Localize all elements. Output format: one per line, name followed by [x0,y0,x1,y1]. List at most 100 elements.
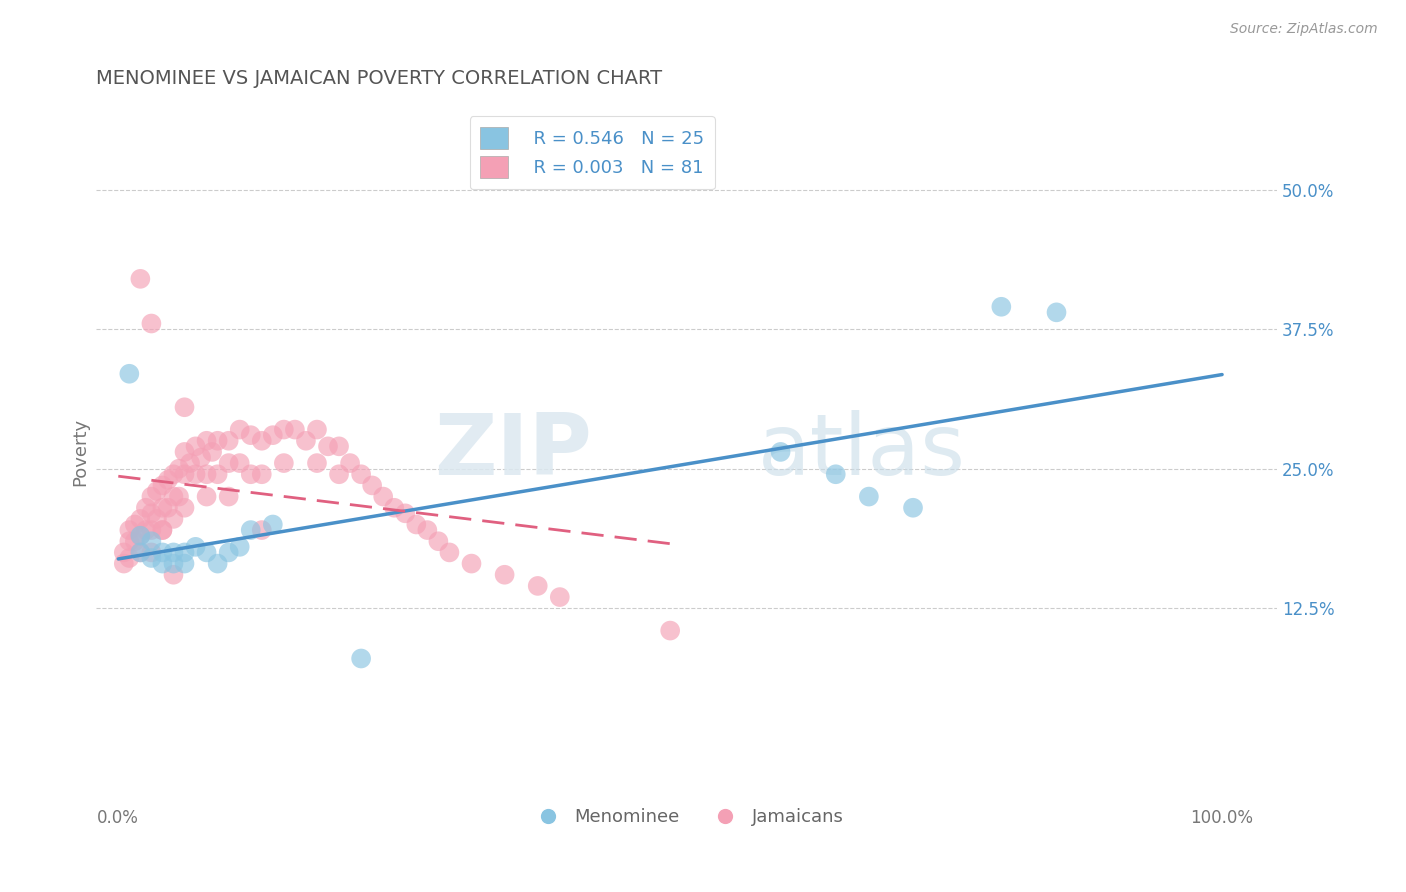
Point [124,517,146,532]
Text: atlas: atlas [758,410,966,493]
Point [129,545,152,559]
Point [173,467,195,482]
Point [124,534,146,549]
Point [195,545,218,559]
Point [141,534,163,549]
Point [858,490,880,504]
Point [228,456,250,470]
Point [167,490,190,504]
Point [179,456,201,470]
Point [162,545,184,559]
Point [207,434,229,448]
Point [195,467,218,482]
Point [659,624,682,638]
Point [239,428,262,442]
Point [328,439,350,453]
Point [129,529,152,543]
Point [250,434,273,448]
Point [273,423,295,437]
Point [135,500,157,515]
Point [494,567,516,582]
Point [262,428,284,442]
Point [190,450,212,465]
Text: ZIP: ZIP [434,410,592,493]
Point [295,434,318,448]
Point [152,523,174,537]
Point [769,445,792,459]
Point [184,439,207,453]
Point [129,545,152,559]
Text: MENOMINEE VS JAMAICAN POVERTY CORRELATION CHART: MENOMINEE VS JAMAICAN POVERTY CORRELATIO… [96,69,662,87]
Point [167,461,190,475]
Point [361,478,384,492]
Point [350,467,373,482]
Point [250,523,273,537]
Point [239,523,262,537]
Point [460,557,482,571]
Point [195,490,218,504]
Point [382,500,405,515]
Point [207,557,229,571]
Text: Source: ZipAtlas.com: Source: ZipAtlas.com [1230,22,1378,37]
Point [262,517,284,532]
Point [146,512,169,526]
Point [118,534,141,549]
Point [173,545,195,559]
Point [218,490,240,504]
Point [152,545,174,559]
Point [141,506,163,520]
Legend: Menominee, Jamaicans: Menominee, Jamaicans [522,801,851,833]
Point [156,500,179,515]
Point [218,545,240,559]
Point [218,434,240,448]
Point [901,500,924,515]
Point [112,557,135,571]
Point [373,490,395,504]
Point [129,529,152,543]
Point [135,523,157,537]
Point [173,557,195,571]
Point [146,483,169,498]
Point [439,545,461,559]
Point [339,456,361,470]
Point [416,523,439,537]
Point [173,401,195,415]
Point [162,557,184,571]
Point [239,467,262,482]
Point [250,467,273,482]
Point [184,467,207,482]
Point [118,367,141,381]
Point [201,445,224,459]
Point [548,590,571,604]
Point [273,456,295,470]
Point [184,540,207,554]
Point [526,579,548,593]
Point [141,317,163,331]
Point [195,434,218,448]
Point [824,467,846,482]
Point [1045,305,1067,319]
Y-axis label: Poverty: Poverty [72,417,89,486]
Point [350,651,373,665]
Point [305,456,328,470]
Point [152,500,174,515]
Point [218,456,240,470]
Point [118,551,141,566]
Point [173,445,195,459]
Point [405,517,427,532]
Point [394,506,416,520]
Point [228,423,250,437]
Point [162,567,184,582]
Point [118,523,141,537]
Point [129,512,152,526]
Point [162,467,184,482]
Point [990,300,1012,314]
Point [316,439,339,453]
Point [141,523,163,537]
Point [328,467,350,482]
Point [162,512,184,526]
Point [112,545,135,559]
Point [152,478,174,492]
Point [228,540,250,554]
Point [156,473,179,487]
